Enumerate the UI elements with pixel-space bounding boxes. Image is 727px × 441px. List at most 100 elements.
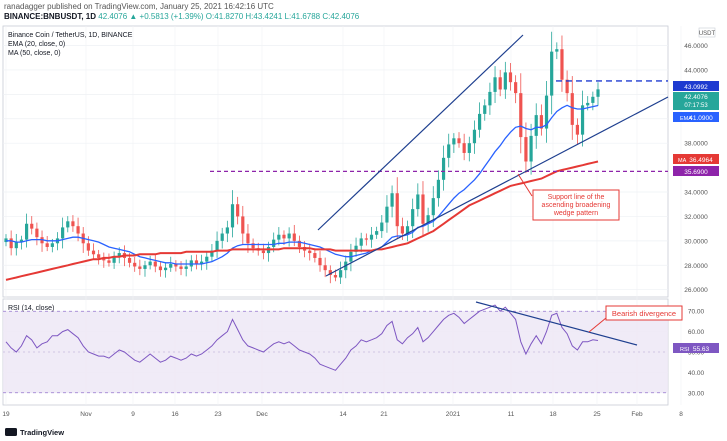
candle-body: [205, 256, 209, 262]
candle-body: [282, 234, 286, 239]
candle-body: [102, 257, 106, 261]
price-tick-label: 28.0000: [684, 263, 708, 270]
candle: [483, 99, 487, 121]
candle: [534, 103, 538, 149]
time-axis: 19 Nov 9 16 23 Dec 14 21 2021 11 18 25 Feb 8: [2, 411, 683, 418]
candle: [91, 243, 96, 260]
ema-badge-value: 41.0900: [689, 115, 713, 122]
support-callout-box: [532, 189, 620, 221]
candle-body: [385, 206, 389, 223]
candle: [550, 31, 554, 115]
candle-body: [421, 194, 425, 224]
candle-body: [236, 204, 240, 217]
candle: [529, 123, 533, 175]
price-tick-label: 44.0000: [684, 67, 708, 74]
time-tick-label: 14: [339, 411, 347, 418]
candle: [246, 224, 250, 253]
candle-body: [297, 240, 302, 247]
resistance-badge-value: 43.0992: [684, 84, 708, 91]
candle-body: [30, 223, 34, 229]
candle: [169, 256, 173, 272]
candle-body: [97, 254, 101, 258]
candle-body: [71, 221, 75, 227]
currency-badge: [698, 27, 716, 38]
lower-wedge-trendline: [325, 96, 669, 277]
candle-body: [230, 204, 235, 228]
support-callout-line2: ascending broadening: [542, 202, 611, 209]
rsi-badge: [673, 343, 719, 353]
candle: [14, 233, 18, 256]
candle-body: [416, 194, 420, 210]
upper-wedge-trendline: [317, 34, 524, 231]
candle: [508, 62, 513, 91]
candle: [575, 118, 580, 145]
candle-body: [369, 234, 374, 240]
candle-body: [158, 266, 163, 271]
ma-badge: [673, 154, 719, 164]
candle: [539, 104, 543, 136]
bearish-callout-pointer: [588, 317, 607, 333]
support-callout-pointer: [517, 173, 533, 197]
time-tick-label: 21: [380, 411, 388, 418]
candle: [565, 70, 569, 102]
candle-body: [133, 262, 137, 267]
candle-body: [19, 239, 24, 243]
candle-body: [565, 79, 569, 94]
time-tick-label: 16: [171, 411, 179, 418]
candle: [441, 145, 446, 191]
time-tick-label: Feb: [631, 411, 643, 418]
rsi-tick-label: 70.00: [688, 309, 705, 316]
candle: [560, 35, 564, 92]
candle: [416, 183, 420, 217]
candle: [385, 195, 389, 233]
candle: [71, 215, 75, 232]
candle-body: [555, 49, 559, 52]
candle-body: [287, 233, 291, 239]
candle-body: [241, 216, 245, 234]
candle-body: [514, 82, 518, 94]
candle-body: [61, 227, 65, 239]
candle-body: [441, 157, 446, 180]
price-tick-label: 32.0000: [684, 214, 708, 221]
candle-body: [488, 91, 492, 106]
candle-body: [153, 261, 157, 267]
bearish-callout-text: Bearish divergence: [612, 309, 676, 318]
support-badge: [673, 166, 719, 176]
candle: [390, 185, 394, 218]
time-tick-label: 11: [508, 411, 515, 418]
candle: [313, 248, 317, 263]
candle-body: [308, 250, 312, 254]
candle-body: [220, 233, 224, 241]
candle: [282, 230, 286, 245]
candle: [457, 132, 461, 148]
candle: [297, 235, 302, 254]
candle-body: [318, 257, 322, 266]
candle-body: [550, 51, 554, 96]
candle-body: [50, 243, 54, 247]
candle: [61, 217, 65, 249]
candle: [421, 181, 425, 237]
rsi-line: [5, 304, 599, 371]
candle-body: [246, 233, 250, 244]
resistance-badge: [673, 81, 719, 91]
candle-body: [539, 115, 543, 129]
candle-body: [210, 250, 214, 257]
candle-body: [591, 96, 595, 103]
price-tick-label: 30.0000: [684, 238, 708, 245]
time-tick-label: 19: [2, 411, 10, 418]
candle-body: [380, 222, 384, 232]
candle: [230, 190, 235, 238]
candle-body: [323, 265, 327, 271]
tradingview-logo[interactable]: TradingView: [5, 428, 64, 437]
time-tick-label: 9: [131, 411, 135, 418]
candle-body: [534, 115, 538, 136]
candle-body: [596, 89, 600, 97]
candle: [395, 177, 399, 240]
candle: [102, 252, 106, 268]
candle: [277, 227, 281, 246]
candle: [30, 216, 34, 235]
candle-body: [107, 260, 111, 263]
candle-body: [35, 228, 39, 238]
candle: [380, 215, 384, 238]
